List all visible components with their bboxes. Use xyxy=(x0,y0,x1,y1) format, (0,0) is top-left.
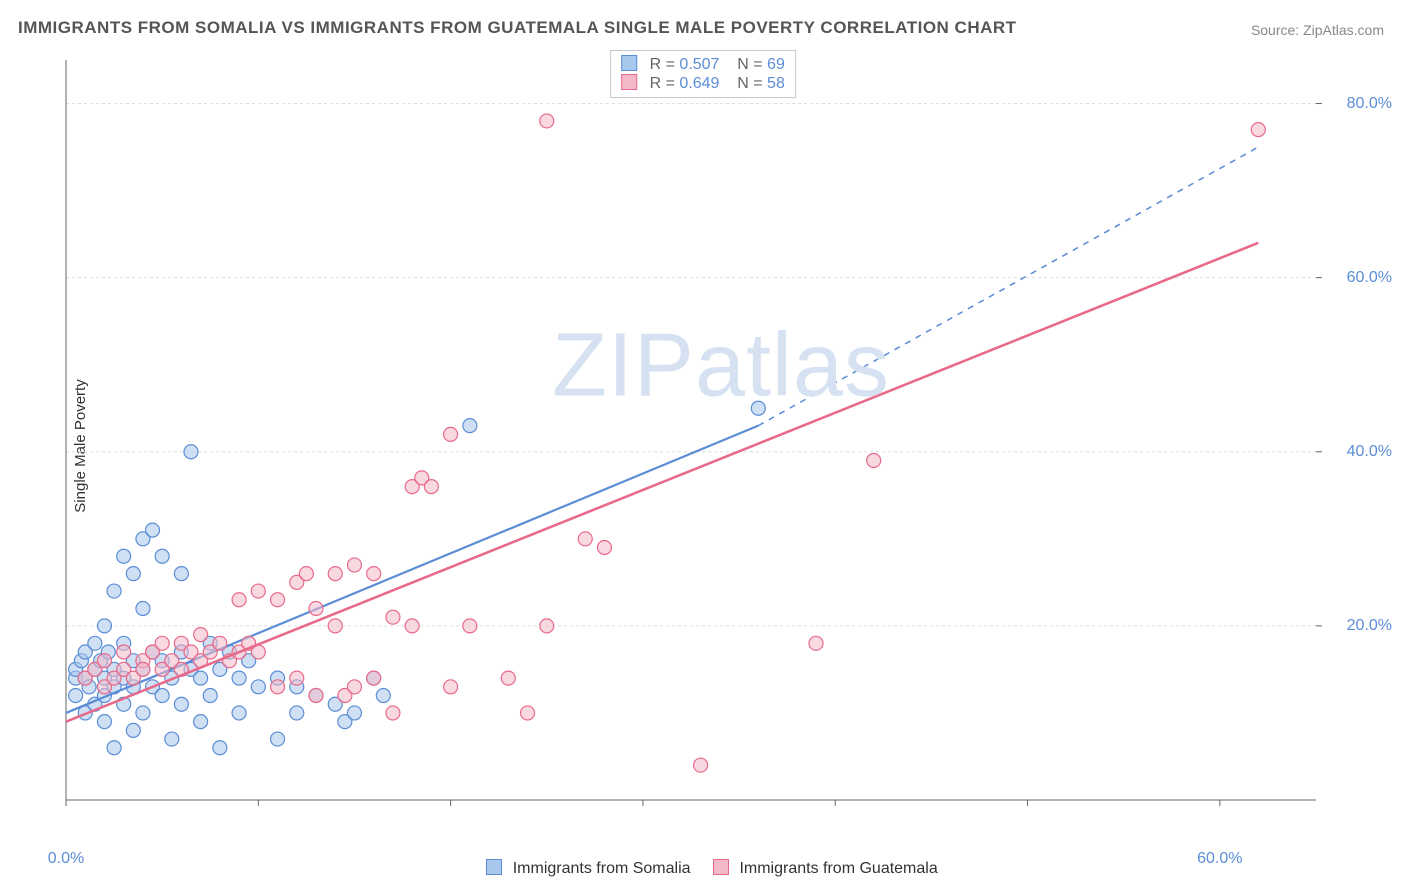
y-tick-label: 40.0% xyxy=(1347,443,1392,461)
source-label: Source: ZipAtlas.com xyxy=(1251,22,1384,38)
legend-label: Immigrants from Somalia xyxy=(513,860,691,877)
y-tick-label: 80.0% xyxy=(1347,95,1392,113)
series-legend: Immigrants from Somalia Immigrants from … xyxy=(0,859,1406,878)
legend-row: R = 0.649 N = 58 xyxy=(621,74,785,93)
legend-swatch-icon xyxy=(621,55,637,71)
legend-swatch-icon xyxy=(486,859,502,875)
legend-swatch-icon xyxy=(713,859,729,875)
y-tick-label: 20.0% xyxy=(1347,617,1392,635)
plot-area: ZIPatlas 20.0%40.0%60.0%80.0%0.0%60.0% xyxy=(56,50,1386,840)
y-tick-label: 60.0% xyxy=(1347,269,1392,287)
scatter-chart xyxy=(56,50,1386,840)
correlation-legend: R = 0.507 N = 69 R = 0.649 N = 58 xyxy=(610,50,796,98)
legend-swatch-icon xyxy=(621,74,637,90)
chart-title: IMMIGRANTS FROM SOMALIA VS IMMIGRANTS FR… xyxy=(18,18,1017,38)
legend-label: Immigrants from Guatemala xyxy=(739,860,937,877)
legend-row: R = 0.507 N = 69 xyxy=(621,55,785,74)
